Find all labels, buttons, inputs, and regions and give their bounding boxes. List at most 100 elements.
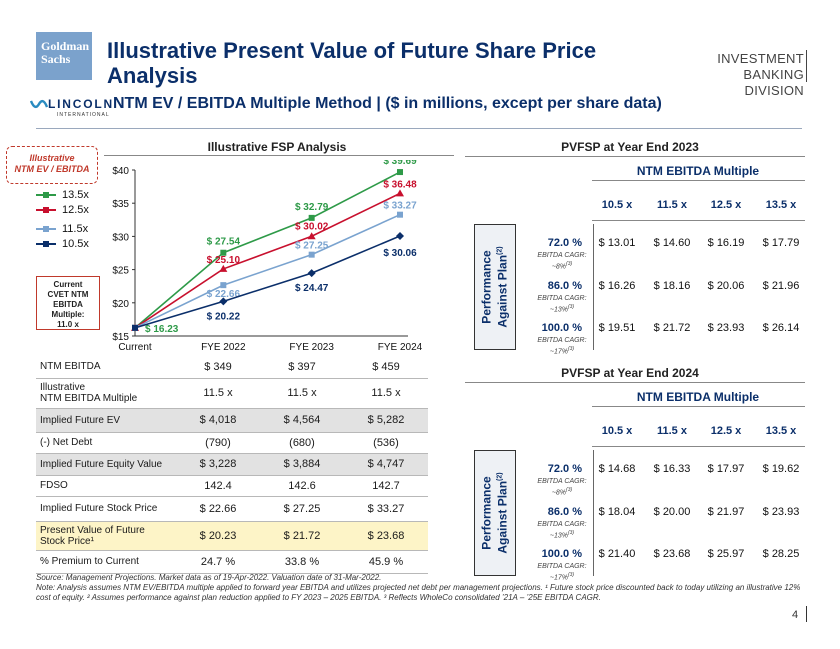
series-line-12.5x	[134, 192, 401, 329]
y-tick-label: $30	[112, 232, 129, 243]
ebitda-cagr: EBITDA CAGR: ~17%(3)	[530, 563, 594, 582]
page-title: Illustrative Present Value of Future Sha…	[107, 38, 647, 88]
row-label: % Premium to Current	[36, 550, 176, 574]
y-tick-label: $15	[112, 332, 129, 343]
series-line-13.5x	[134, 171, 401, 329]
y-tick-label: $35	[112, 199, 129, 210]
goldman-sachs-logo: Goldman Sachs	[36, 32, 92, 80]
multiple-header: 11.5 x	[657, 199, 687, 211]
legend-swatch	[36, 192, 56, 198]
row-label: NTM EBITDA	[36, 356, 176, 379]
ebitda-cagr-sup: (3)	[566, 261, 573, 267]
row-value: $ 4,564	[260, 408, 344, 433]
row-value: $ 4,018	[176, 408, 260, 433]
multiple-header-rule	[592, 220, 805, 221]
current-multiple-annotation: Current CVET NTM EBITDA Multiple: 11.0 x	[36, 276, 100, 330]
ebitda-cagr-value: ~13%(3)	[549, 530, 575, 540]
pvfsp-value: $ 25.97	[707, 548, 745, 560]
ebitda-cagr: EBITDA CAGR: ~17%(3)	[530, 337, 594, 356]
pvfsp-value: $ 17.79	[762, 237, 800, 249]
current-line-1: Current	[53, 280, 83, 289]
division-line-2: DIVISION	[744, 83, 804, 98]
table-row: Illustrative NTM EBITDA Multiple 11.5 x 11.…	[36, 378, 428, 409]
row-value: 142.7	[344, 475, 428, 497]
pvfsp-title-rule	[465, 156, 805, 157]
performance-label-sup: (2)	[497, 246, 504, 255]
row-label: Implied Future EV	[36, 408, 176, 433]
multiple-header: 12.5 x	[710, 425, 742, 437]
fsp-line-chart: $15 $20 $25 $30 $35 $40 Current FYE 2022 FYE 202…	[112, 160, 423, 353]
data-label: $ 33.27	[383, 201, 417, 212]
grid-divider	[593, 224, 594, 350]
ebitda-cagr: EBITDA CAGR: ~13%(3)	[530, 521, 594, 540]
pvfsp-value: $ 16.33	[653, 463, 691, 475]
ebitda-cagr-value: ~8%(3)	[551, 487, 573, 497]
source-note: Source: Management Projections. Market d…	[36, 573, 382, 582]
page-subtitle: NTM EV / EBITDA Multiple Method | ($ in …	[113, 95, 662, 112]
ebitda-cagr-label: EBITDA CAGR:	[537, 337, 587, 344]
legend-item: 11.5x	[36, 223, 88, 235]
series-point	[397, 211, 403, 218]
legend-label: 11.5x	[62, 223, 89, 235]
row-label: Implied Future Stock Price	[36, 496, 176, 522]
grid-divider	[593, 450, 594, 576]
ebitda-cagr-label: EBITDA CAGR:	[537, 295, 587, 302]
chart-title-rule	[104, 155, 454, 156]
performance-label-line-1: Performance	[480, 250, 494, 324]
ebitda-cagr-label: EBITDA CAGR:	[537, 252, 587, 259]
performance-pct: 86.0 %	[547, 280, 582, 292]
x-tick-label: FYE 2022	[201, 342, 246, 353]
ebitda-cagr: EBITDA CAGR: ~8%(3)	[530, 478, 594, 497]
table-row: Implied Future Stock Price $ 22.66 $ 27.25…	[36, 496, 428, 522]
table-row: Implied Future Equity Value $ 3,228 $ 3,88…	[36, 453, 428, 476]
row-value: 11.5 x	[344, 378, 428, 409]
logo-line-1: Goldman	[41, 39, 90, 53]
row-value: $ 3,228	[176, 453, 260, 476]
multiple-header: 10.5 x	[601, 199, 633, 211]
data-label: $ 30.02	[295, 221, 329, 232]
pvfsp-value: $ 18.04	[598, 506, 636, 518]
legend-label: 13.5x	[62, 189, 89, 201]
legend-item: 13.5x	[36, 189, 89, 201]
row-value: $ 459	[344, 356, 428, 379]
ebitda-cagr-sup: (3)	[566, 487, 573, 493]
y-tick-label: $25	[112, 266, 129, 277]
pvfsp-value: $ 19.62	[762, 463, 800, 475]
table-row: (-) Net Debt (790) (680) (536)	[36, 432, 428, 454]
series-point	[307, 232, 316, 240]
row-label: FDSO	[36, 475, 176, 497]
ebitda-cagr-value: ~8%(3)	[551, 261, 573, 271]
table-row: NTM EBITDA $ 349 $ 397 $ 459	[36, 356, 428, 379]
table-row: Implied Future EV $ 4,018 $ 4,564 $ 5,282	[36, 408, 428, 433]
current-line-2: CVET NTM	[47, 290, 89, 299]
data-label: $ 16.23	[145, 324, 179, 335]
pvfsp-title-rule	[465, 382, 805, 383]
performance-label-box: Performance Against Plan(2)	[474, 450, 516, 576]
row-value: $ 349	[176, 356, 260, 379]
x-tick-label: FYE 2024	[378, 342, 423, 353]
data-label: $ 27.25	[295, 241, 329, 252]
pvfsp-value: $ 21.72	[653, 322, 691, 334]
row-value: $ 20.23	[176, 521, 260, 551]
row-value: 24.7 %	[176, 550, 260, 574]
ebitda-cagr-sup: (3)	[567, 572, 575, 578]
row-value: $ 33.27	[344, 496, 428, 522]
performance-pct: 86.0 %	[547, 506, 582, 518]
current-line-4: Multiple:	[51, 310, 85, 319]
current-line-3: EBITDA	[53, 300, 83, 309]
division-label: INVESTMENT BANKING DIVISION	[664, 51, 804, 99]
x-tick-label: FYE 2023	[289, 342, 334, 353]
row-value: $ 21.72	[260, 521, 344, 551]
row-value: $ 5,282	[344, 408, 428, 433]
performance-label: Performance Against Plan(2)	[480, 246, 510, 327]
ebitda-cagr: EBITDA CAGR: ~13%(3)	[530, 295, 594, 314]
pvfsp-value: $ 20.06	[707, 280, 745, 292]
row-label: Present Value of Future Stock Price¹	[36, 521, 176, 551]
legend-swatch-marker	[43, 207, 49, 213]
legend-item: 12.5x	[36, 204, 89, 216]
illustrative-line-1: Illustrative	[29, 153, 75, 163]
ntm-multiple-title: NTM EBITDA Multiple	[636, 390, 760, 404]
performance-label-line-2: Against Plan(2)	[496, 246, 510, 328]
pvfsp-value: $ 26.14	[762, 322, 800, 334]
pvfsp-value: $ 21.96	[762, 280, 800, 292]
